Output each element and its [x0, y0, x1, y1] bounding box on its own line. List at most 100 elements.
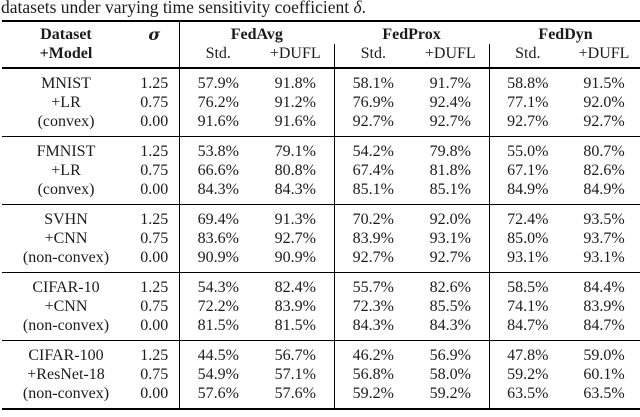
accuracy-value: 69.4%	[178, 204, 257, 229]
table-row: (non-convex) 0.00 81.5% 81.5% 84.3% 84.3% 84.7…	[2, 316, 640, 341]
header-sigma-symbol: σ	[148, 25, 161, 44]
dataset-label: CIFAR-100	[2, 340, 130, 365]
sigma-value: 0.00	[140, 249, 169, 266]
accuracy-value: 63.5%	[583, 385, 625, 402]
accuracy-value: 81.5%	[178, 316, 257, 341]
sigma-value: 0.75	[140, 366, 169, 383]
accuracy-value: 92.7%	[488, 112, 567, 137]
results-table: Dataset σ FedAvg FedProx FedDyn +Model S…	[2, 20, 640, 410]
accuracy-value: 81.8%	[429, 162, 471, 179]
table-row: FMNIST 1.25 53.8% 79.1% 54.2% 79.8% 55.0% 80.7%	[2, 136, 640, 161]
accuracy-value: 55.0%	[488, 136, 567, 161]
table-row: +ResNet-18 0.75 54.9% 57.1% 56.8% 58.0% 59.2% 6…	[2, 365, 640, 384]
caption-container: datasets under varying time sensitivity …	[0, 0, 640, 17]
accuracy-value: 58.5%	[488, 272, 567, 297]
sigma-value: 1.25	[130, 340, 179, 365]
accuracy-value: 92.4%	[429, 94, 471, 111]
dataset-label: (non-convex)	[22, 385, 110, 402]
accuracy-value: 91.2%	[274, 94, 316, 111]
accuracy-value: 60.1%	[583, 366, 625, 383]
accuracy-value: 92.7%	[429, 113, 471, 130]
accuracy-value: 93.1%	[429, 230, 471, 247]
accuracy-value: 92.7%	[274, 230, 316, 247]
accuracy-value: 80.8%	[274, 162, 316, 179]
header-row-groups: Dataset σ FedAvg FedProx FedDyn	[2, 21, 640, 44]
accuracy-value: 84.7%	[583, 317, 625, 334]
accuracy-value: 67.1%	[488, 161, 567, 180]
table-row: (convex) 0.00 91.6% 91.6% 92.7% 92.7% 92.7% 92.…	[2, 112, 640, 137]
table-row: +CNN 0.75 72.2% 83.9% 72.3% 85.5% 74.1% 83.9%	[2, 297, 640, 316]
accuracy-value: 83.9%	[274, 298, 316, 315]
accuracy-value: 82.4%	[257, 272, 335, 297]
accuracy-value: 83.6%	[178, 229, 257, 248]
header-row-sub: +Model Std. +DUFL Std. +DUFL Std. +DUFL	[2, 44, 640, 69]
accuracy-value: 85.0%	[488, 229, 567, 248]
table-row: (non-convex) 0.00 57.6% 57.6% 59.2% 59.2% 63.5…	[2, 384, 640, 409]
accuracy-value: 76.2%	[178, 93, 257, 112]
accuracy-value: 59.2%	[488, 365, 567, 384]
table-body: MNIST 1.25 57.9% 91.8% 58.1% 91.7% 58.8% 91.5% +…	[2, 68, 640, 409]
table-row: (convex) 0.00 84.3% 84.3% 85.1% 85.1% 84.9% 84.…	[2, 180, 640, 205]
accuracy-value: 92.7%	[583, 113, 625, 130]
accuracy-value: 56.9%	[412, 340, 490, 365]
sigma-value: 0.75	[140, 298, 169, 315]
caption-delta-symbol: δ	[353, 0, 362, 17]
accuracy-value: 54.2%	[333, 136, 413, 161]
sigma-value: 0.00	[140, 317, 169, 334]
accuracy-value: 57.6%	[274, 385, 316, 402]
table-row: SVHN 1.25 69.4% 91.3% 70.2% 92.0% 72.4% 93.5%	[2, 204, 640, 229]
dataset-label: FMNIST	[2, 136, 130, 161]
dataset-label: (non-convex)	[22, 317, 110, 334]
header-group-fedprox: FedProx	[382, 26, 441, 43]
accuracy-value: 54.3%	[178, 272, 257, 297]
header-group-fedavg: FedAvg	[178, 21, 335, 44]
accuracy-value: 53.8%	[178, 136, 257, 161]
accuracy-value: 77.1%	[488, 93, 567, 112]
table-row: CIFAR-100 1.25 44.5% 56.7% 46.2% 56.9% 47.8% 59…	[2, 340, 640, 365]
dataset-label: MNIST	[41, 75, 91, 92]
sigma-value: 0.00	[140, 113, 169, 130]
accuracy-value: 93.7%	[583, 230, 625, 247]
table-row: MNIST 1.25 57.9% 91.8% 58.1% 91.7% 58.8% 91.5%	[2, 68, 640, 93]
accuracy-value: 82.6%	[583, 162, 625, 179]
accuracy-value: 63.5%	[488, 384, 567, 409]
accuracy-value: 83.9%	[583, 298, 625, 315]
accuracy-value: 84.4%	[566, 272, 640, 297]
dataset-label: +CNN	[44, 230, 88, 247]
dataset-label: (convex)	[37, 181, 95, 198]
accuracy-value: 92.0%	[583, 94, 625, 111]
table-row: (non-convex) 0.00 90.9% 90.9% 92.7% 92.7% 93.1…	[2, 248, 640, 273]
accuracy-value: 67.4%	[333, 161, 413, 180]
dataset-label: SVHN	[2, 204, 130, 229]
accuracy-value: 72.2%	[178, 297, 257, 316]
accuracy-value: 44.5%	[178, 340, 257, 365]
dataset-label: +LR	[51, 162, 81, 179]
sigma-value: 0.75	[140, 162, 169, 179]
accuracy-value: 91.3%	[257, 204, 335, 229]
accuracy-value: 90.9%	[178, 248, 257, 273]
accuracy-value: 58.0%	[429, 366, 471, 383]
caption-period: .	[361, 0, 367, 17]
accuracy-value: 80.7%	[566, 136, 640, 161]
sigma-value: 0.75	[140, 94, 169, 111]
accuracy-value: 72.3%	[333, 297, 413, 316]
accuracy-value: 59.0%	[566, 340, 640, 365]
accuracy-value: 91.7%	[429, 75, 471, 92]
accuracy-value: 91.8%	[274, 75, 316, 92]
accuracy-value: 84.9%	[583, 181, 625, 198]
header-model: +Model	[2, 44, 130, 69]
dataset-label: +LR	[51, 94, 81, 111]
accuracy-value: 91.5%	[583, 75, 625, 92]
dataset-label: +CNN	[44, 298, 88, 315]
dataset-label: (non-convex)	[22, 249, 110, 266]
header-fedprox-std: Std.	[333, 44, 413, 69]
accuracy-value: 84.3%	[274, 181, 316, 198]
accuracy-value: 90.9%	[274, 249, 316, 266]
header-fedavg-std: Std.	[178, 44, 257, 69]
accuracy-value: 84.3%	[429, 317, 471, 334]
sigma-value: 1.25	[130, 136, 179, 161]
accuracy-value: 84.9%	[488, 180, 567, 205]
accuracy-value: 84.3%	[178, 180, 257, 205]
accuracy-value: 82.6%	[412, 272, 490, 297]
table-row: +LR 0.75 76.2% 91.2% 76.9% 92.4% 77.1% 92.0%	[2, 93, 640, 112]
